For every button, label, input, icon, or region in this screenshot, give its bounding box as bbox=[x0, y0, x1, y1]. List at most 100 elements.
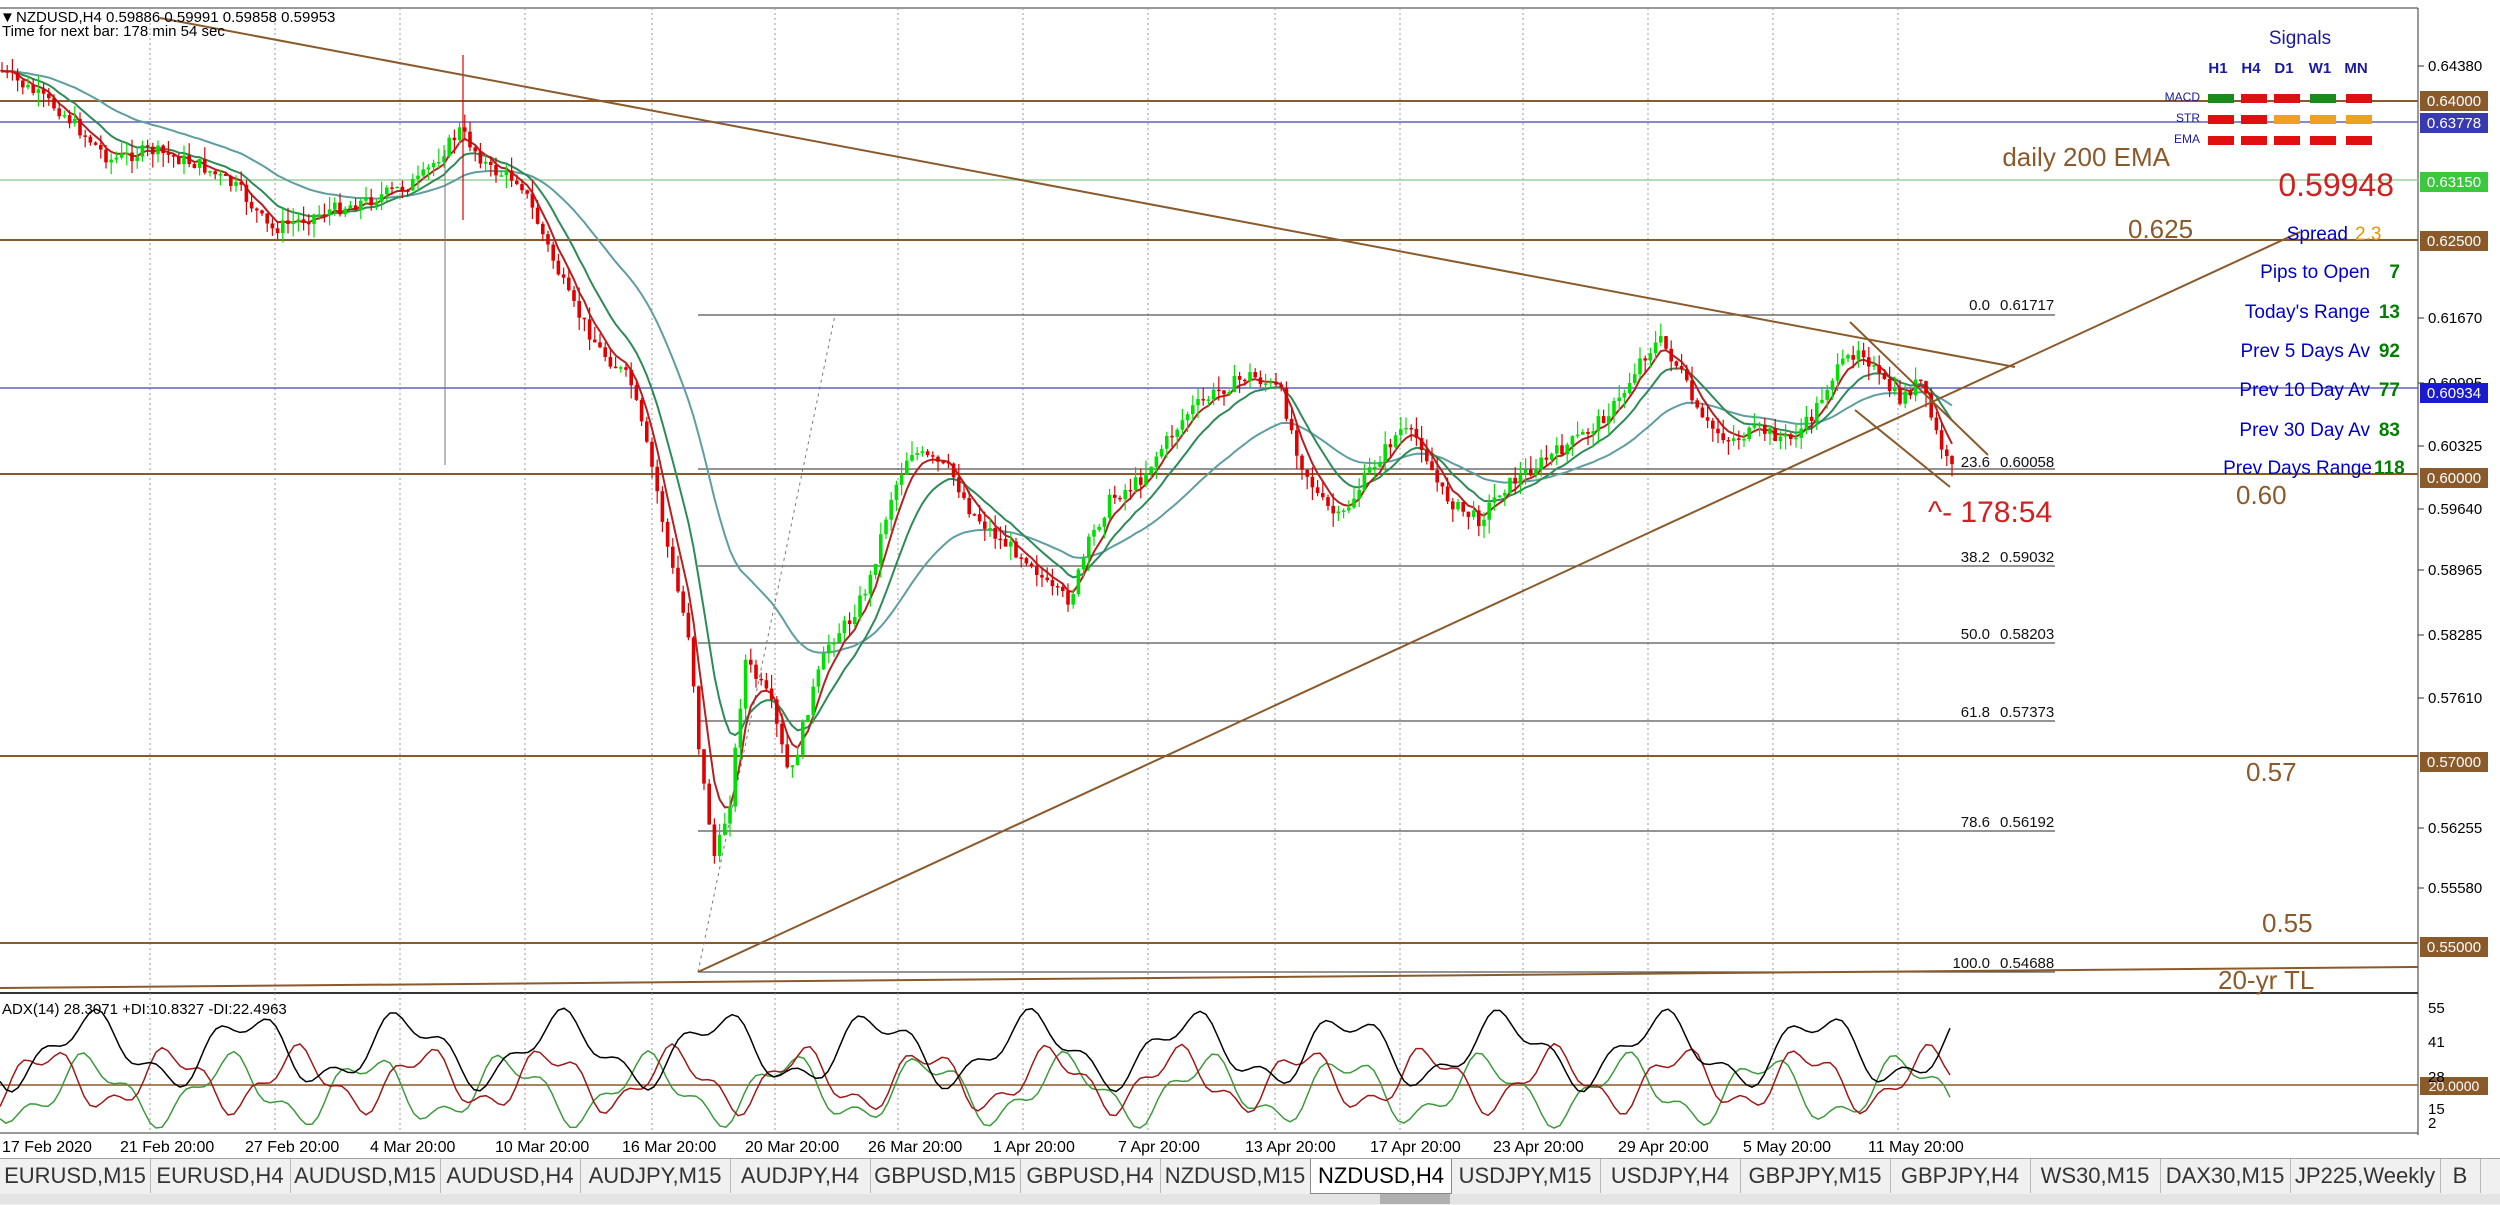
tab-audjpy-m15[interactable]: AUDJPY,M15 bbox=[580, 1159, 731, 1193]
tab-nzdusd-h4[interactable]: NZDUSD,H4 bbox=[1310, 1159, 1452, 1194]
candle-body bbox=[1279, 384, 1283, 388]
candle-body bbox=[951, 463, 956, 478]
candle-body bbox=[1919, 379, 1923, 382]
candle-body bbox=[655, 466, 659, 492]
candle-body bbox=[1222, 390, 1226, 395]
candle-body bbox=[821, 653, 826, 670]
candle-body bbox=[239, 182, 243, 185]
candle-body bbox=[1175, 429, 1179, 437]
candle-body bbox=[281, 220, 285, 234]
candle-body bbox=[88, 136, 93, 143]
candle-body bbox=[977, 514, 982, 522]
signals-tf-label: H4 bbox=[2241, 60, 2261, 77]
candle-body bbox=[1799, 428, 1803, 438]
signal-cell bbox=[2274, 136, 2300, 145]
candle-body bbox=[1612, 401, 1616, 417]
ascending-trendline bbox=[697, 231, 2301, 973]
candle-body bbox=[421, 169, 425, 176]
candle-body bbox=[1445, 486, 1450, 502]
candle-body bbox=[775, 699, 779, 724]
candle-body bbox=[1898, 388, 1902, 404]
signal-cell bbox=[2274, 94, 2300, 103]
candle-body bbox=[1726, 440, 1731, 442]
spread-label: Spread bbox=[2287, 224, 2348, 245]
candle-body bbox=[1731, 438, 1736, 442]
candle-body bbox=[1066, 591, 1070, 605]
tab-gbpusd-m15[interactable]: GBPUSD,M15 bbox=[870, 1159, 1021, 1193]
candle-body bbox=[1830, 380, 1835, 390]
candle-body bbox=[1097, 526, 1101, 530]
candle-body bbox=[603, 347, 607, 358]
tab-gbpusd-h4[interactable]: GBPUSD,H4 bbox=[1020, 1159, 1161, 1193]
prev30-value: 83 bbox=[2379, 420, 2400, 441]
candle-body bbox=[296, 219, 301, 222]
candle-body bbox=[858, 595, 862, 617]
candle-body bbox=[78, 118, 82, 136]
candle-body bbox=[442, 156, 446, 162]
candle-body bbox=[515, 180, 519, 185]
candle-body bbox=[941, 461, 945, 464]
signal-cell bbox=[2310, 94, 2336, 103]
candle-body bbox=[728, 806, 732, 824]
candle-body bbox=[1154, 456, 1159, 467]
candle-body bbox=[1180, 420, 1185, 430]
tab-eurusd-h4[interactable]: EURUSD,H4 bbox=[150, 1159, 291, 1193]
candle-body bbox=[957, 477, 961, 493]
trendlines[interactable] bbox=[0, 17, 2419, 989]
price-axis-label: 0.58965 bbox=[2428, 562, 2482, 579]
candle-body bbox=[1757, 424, 1762, 427]
tab-usdjpy-m15[interactable]: USDJPY,M15 bbox=[1450, 1159, 1601, 1193]
price-chart[interactable]: 0.0 0.61717 23.6 0.60058 38.2 0.59032 50… bbox=[0, 0, 2500, 1158]
candle-body bbox=[530, 193, 535, 208]
candle-body bbox=[1887, 378, 1892, 392]
candle-body bbox=[1555, 445, 1559, 454]
tab-b[interactable]: B bbox=[2440, 1159, 2481, 1193]
candle-body bbox=[629, 369, 633, 386]
candle-body bbox=[457, 127, 462, 141]
candle-body bbox=[62, 115, 67, 117]
candle-body bbox=[1019, 557, 1023, 559]
candle-body bbox=[1752, 425, 1757, 428]
scrollbar-thumb[interactable] bbox=[1380, 1194, 1450, 1204]
prev-days-value: 118 bbox=[2374, 458, 2405, 479]
candle-body bbox=[1482, 519, 1486, 527]
candle-body bbox=[1035, 566, 1039, 576]
fib-label: 0.0 bbox=[1969, 297, 1990, 314]
candle-body bbox=[925, 451, 930, 456]
tab-audusd-h4[interactable]: AUDUSD,H4 bbox=[440, 1159, 581, 1193]
candle-body bbox=[286, 220, 290, 224]
candle-body bbox=[1399, 429, 1403, 436]
time-axis-label: 11 May 20:00 bbox=[1868, 1139, 1964, 1156]
tab-audjpy-h4[interactable]: AUDJPY,H4 bbox=[730, 1159, 871, 1193]
tab-dax30-m15[interactable]: DAX30,M15 bbox=[2160, 1159, 2291, 1193]
tab-eurusd-m15[interactable]: EURUSD,M15 bbox=[0, 1159, 151, 1193]
candle-body bbox=[416, 175, 420, 180]
candle-body bbox=[1040, 575, 1044, 578]
candle-body bbox=[769, 688, 774, 700]
candle-body bbox=[1586, 431, 1590, 434]
tab-gbpjpy-m15[interactable]: GBPJPY,M15 bbox=[1740, 1159, 1891, 1193]
signals-row-label: EMA bbox=[2174, 132, 2200, 146]
candle-body bbox=[1107, 494, 1112, 518]
tab-jp225-weekly[interactable]: JP225,Weekly bbox=[2290, 1159, 2441, 1193]
candle-body bbox=[754, 664, 758, 679]
tab-audusd-m15[interactable]: AUDUSD,M15 bbox=[290, 1159, 441, 1193]
candle-body bbox=[899, 474, 904, 485]
tab-nzdusd-m15[interactable]: NZDUSD,M15 bbox=[1160, 1159, 1311, 1193]
candle-body bbox=[1939, 430, 1944, 450]
candle-body bbox=[327, 209, 332, 216]
pips-value: 7 bbox=[2389, 262, 2400, 283]
candle-body bbox=[868, 574, 873, 594]
horizontal-scrollbar[interactable] bbox=[0, 1194, 2500, 1204]
candle-body bbox=[140, 145, 145, 157]
candle-body bbox=[1794, 437, 1798, 440]
chart-arrow-icon[interactable]: ▼ bbox=[0, 9, 15, 26]
candle-body bbox=[1269, 381, 1273, 384]
candle-body bbox=[749, 659, 753, 665]
candle-body bbox=[645, 421, 649, 442]
tab-gbpjpy-h4[interactable]: GBPJPY,H4 bbox=[1890, 1159, 2031, 1193]
price-axis-label: 0.56255 bbox=[2428, 820, 2482, 837]
tab-usdjpy-h4[interactable]: USDJPY,H4 bbox=[1600, 1159, 1741, 1193]
adx-axis-label: 28 bbox=[2428, 1069, 2445, 1086]
tab-ws30-m15[interactable]: WS30,M15 bbox=[2030, 1159, 2161, 1193]
